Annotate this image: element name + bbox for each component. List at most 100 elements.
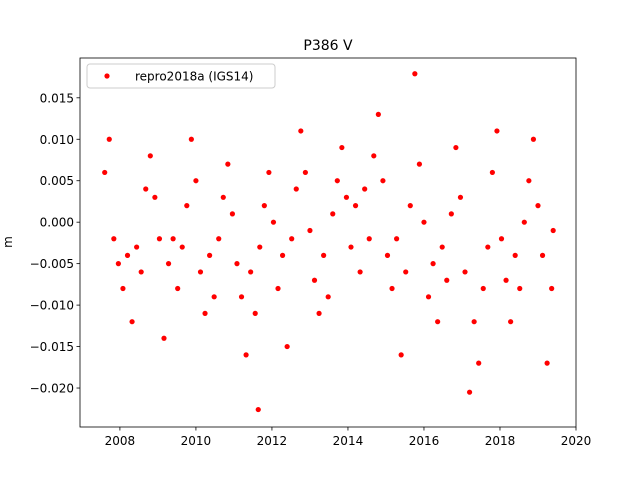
data-point (366, 236, 372, 242)
data-point (357, 269, 363, 275)
y-tick-label: −0.015 (30, 340, 74, 354)
data-point (321, 252, 327, 258)
data-point (535, 203, 541, 209)
legend-marker (104, 73, 110, 79)
data-point (266, 169, 272, 176)
data-point (202, 310, 208, 316)
x-tick-label: 2020 (561, 434, 592, 448)
y-tick-label: 0.015 (40, 91, 74, 105)
data-point (489, 169, 495, 176)
data-point (348, 244, 354, 250)
data-point (161, 335, 167, 341)
legend-label: repro2018a (IGS14) (135, 70, 253, 84)
data-point (156, 236, 163, 242)
data-point (170, 236, 176, 242)
data-point (175, 285, 181, 292)
data-point (284, 343, 290, 350)
data-point (549, 285, 555, 292)
data-point (275, 285, 281, 292)
data-point (216, 236, 222, 242)
data-point (398, 352, 404, 358)
y-axis-label: m (1, 236, 15, 248)
data-point (339, 144, 345, 151)
x-tick-label: 2016 (409, 434, 440, 448)
data-point (334, 178, 340, 184)
data-point (389, 285, 395, 292)
data-point (498, 236, 505, 242)
data-point (270, 219, 277, 225)
x-tick-label: 2010 (181, 434, 212, 448)
data-point (471, 319, 477, 325)
data-point (225, 161, 231, 167)
data-point (550, 227, 556, 234)
data-point (421, 219, 427, 225)
data-point (425, 294, 432, 300)
data-point (129, 319, 135, 325)
data-point (248, 269, 254, 275)
data-point (508, 319, 514, 325)
data-point (298, 128, 304, 134)
data-point (165, 261, 172, 267)
data-point (238, 294, 245, 300)
x-tick-label: 2014 (333, 434, 364, 448)
data-point (503, 277, 509, 283)
data-point (352, 203, 359, 209)
data-point (453, 144, 459, 151)
data-point (330, 211, 336, 217)
data-point (220, 194, 226, 200)
data-point (143, 186, 149, 192)
data-point (362, 186, 368, 192)
data-point (476, 360, 482, 366)
y-tick-label: 0.000 (40, 216, 74, 230)
data-point (380, 178, 386, 184)
data-point (124, 252, 131, 258)
data-point (102, 169, 108, 176)
chart-title: P386 V (303, 38, 353, 54)
data-point (448, 211, 454, 217)
x-tick-label: 2018 (485, 434, 516, 448)
data-point (485, 244, 491, 250)
data-point (279, 252, 286, 258)
data-point (403, 269, 409, 275)
data-point (439, 244, 445, 250)
data-point (302, 169, 308, 176)
data-point (457, 194, 464, 200)
data-point (257, 244, 263, 250)
data-point (243, 352, 249, 358)
data-point (539, 252, 546, 258)
data-point (211, 294, 217, 300)
data-point (289, 236, 295, 242)
data-point (375, 111, 381, 117)
data-point (521, 219, 527, 225)
data-point (147, 153, 153, 159)
data-point (544, 360, 550, 366)
x-tick-label: 2012 (257, 434, 288, 448)
data-point (430, 261, 436, 267)
y-tick-label: −0.020 (30, 382, 74, 396)
data-point (307, 227, 313, 234)
data-point (325, 294, 331, 300)
y-tick-label: 0.010 (40, 133, 74, 147)
y-tick-label: −0.010 (30, 299, 74, 313)
data-point (138, 269, 144, 275)
data-point (311, 277, 318, 283)
data-point (435, 319, 441, 325)
data-point (343, 194, 350, 200)
data-point (444, 277, 450, 283)
data-point (115, 261, 121, 267)
data-point (412, 71, 418, 77)
data-point (234, 261, 240, 267)
data-point (416, 161, 423, 167)
data-point (229, 211, 236, 217)
data-point (293, 186, 299, 192)
y-tick-label: −0.005 (30, 257, 74, 271)
legend-box (86, 63, 276, 89)
data-point (261, 203, 267, 209)
y-tick-label: 0.005 (40, 174, 74, 188)
data-point (462, 269, 468, 275)
data-point (480, 285, 486, 292)
data-point (120, 285, 126, 292)
data-point (316, 310, 322, 316)
data-point (394, 236, 400, 242)
